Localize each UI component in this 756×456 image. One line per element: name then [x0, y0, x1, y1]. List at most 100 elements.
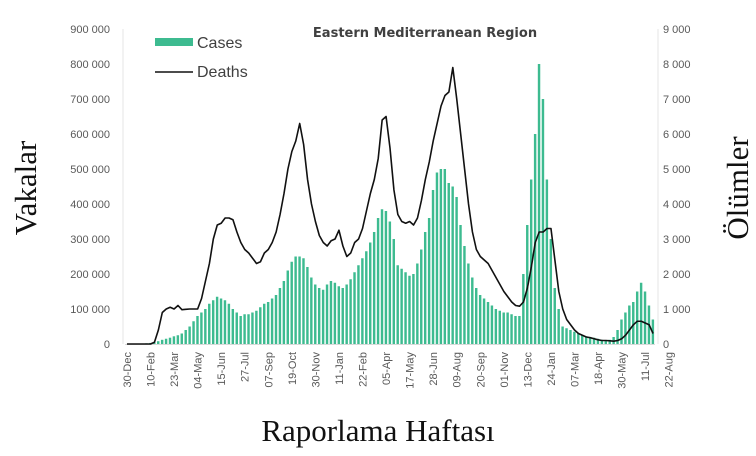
cases-bar: [510, 314, 513, 344]
cases-bar: [247, 314, 250, 344]
cases-bar: [427, 218, 431, 344]
cases-bar: [451, 186, 454, 344]
cases-bar: [255, 310, 258, 344]
cases-bar: [584, 336, 588, 344]
cases-bar: [192, 321, 195, 344]
x-tick-label: 15-Jun: [216, 352, 228, 386]
cases-bar: [416, 263, 419, 344]
cases-bar: [569, 330, 572, 344]
right-axis-ticks: 0 1 000 2 000 3 000 4 000 5 000 6 000 7 000 8 00…: [663, 24, 691, 351]
cases-bar: [604, 340, 607, 344]
cases-bar: [353, 272, 356, 344]
cases-bar: [317, 288, 321, 344]
cases-bar: [337, 286, 341, 344]
cases-bar: [314, 284, 317, 344]
cases-bar: [235, 312, 238, 344]
cases-bar: [494, 309, 498, 344]
legend-cases-swatch: [155, 38, 193, 46]
x-tick-label: 01-Nov: [499, 352, 511, 388]
cases-bar: [561, 326, 564, 344]
cases-bar: [404, 272, 407, 344]
y2-axis-title: Ölümler: [720, 136, 755, 240]
y2-tick-label: 2 000: [663, 269, 691, 281]
cases-bar: [372, 232, 376, 344]
cases-bar: [455, 197, 458, 344]
cases-bar: [459, 225, 462, 344]
cases-bar: [482, 298, 486, 344]
deaths-line: [126, 66, 654, 345]
x-tick-label: 20-Sep: [475, 352, 487, 387]
x-tick-label: 28-Jun: [428, 352, 440, 386]
cases-bar: [431, 190, 435, 344]
x-tick-label: 07-Mar: [570, 352, 582, 387]
cases-bar: [325, 284, 329, 344]
y-tick-label: 400 000: [70, 199, 110, 211]
cases-bar: [164, 338, 168, 344]
x-axis-title: Raporlama Haftası: [261, 413, 495, 448]
cases-bar: [306, 267, 309, 344]
cases-bar: [400, 268, 403, 344]
y2-tick-label: 7 000: [663, 94, 691, 106]
cases-bar: [475, 288, 478, 344]
cases-bar: [467, 263, 470, 344]
cases-bar: [408, 275, 411, 344]
cases-bar: [514, 316, 517, 344]
x-tick-label: 17-May: [405, 352, 417, 389]
cases-bar: [302, 258, 305, 344]
cases-bar: [553, 288, 556, 344]
cases-bar: [160, 339, 164, 344]
legend-deaths-label: Deaths: [197, 64, 248, 81]
cases-bar: [443, 169, 447, 344]
cases-bar: [321, 289, 325, 344]
y-axis-title: Vakalar: [8, 140, 43, 235]
cases-bar: [282, 281, 286, 344]
cases-bar: [310, 277, 313, 344]
y-tick-label: 0: [104, 339, 110, 351]
cases-bar: [392, 239, 395, 344]
y-tick-label: 200 000: [70, 269, 110, 281]
cases-bar: [643, 291, 647, 344]
y-tick-label: 700 000: [70, 94, 110, 106]
cases-bar: [266, 302, 270, 344]
cases-bar: [435, 172, 439, 344]
cases-bar: [620, 319, 623, 344]
y-tick-label: 500 000: [70, 164, 110, 176]
x-tick-label: 11-Jul: [640, 352, 652, 381]
cases-bar: [219, 298, 223, 344]
cases-bar: [490, 305, 494, 344]
x-axis-ticks: 30-Dec 10-Feb 23-Mar 04-May 15-Jun 27-Jul 07-S…: [122, 352, 676, 389]
cases-bar: [223, 300, 227, 344]
x-tick-label: 07-Sep: [263, 352, 275, 387]
cases-bar: [196, 316, 199, 344]
cases-bar: [471, 277, 474, 344]
cases-bar: [286, 270, 289, 344]
cases-bar: [529, 179, 533, 344]
x-tick-label: 23-Mar: [169, 352, 181, 387]
cases-bar: [533, 134, 537, 344]
cases-bar: [290, 261, 293, 344]
cases-bar: [498, 310, 501, 344]
cases-bar: [573, 331, 576, 344]
cases-bar: [549, 239, 553, 344]
y2-tick-label: 0: [663, 339, 669, 351]
cases-bar: [294, 256, 297, 344]
y2-tick-label: 8 000: [663, 59, 691, 71]
cases-bar: [176, 335, 180, 344]
cases-bar: [592, 337, 596, 344]
cases-bar: [639, 282, 643, 344]
x-tick-label: 09-Aug: [452, 352, 464, 387]
cases-bar: [369, 242, 372, 344]
x-tick-label: 24-Jan: [546, 352, 558, 386]
cases-bar: [172, 336, 176, 344]
legend-cases-label: Cases: [197, 35, 242, 52]
cases-bar: [243, 314, 246, 344]
cases-bar: [239, 316, 242, 344]
cases-bar: [357, 265, 360, 344]
cases-bar: [333, 282, 337, 344]
chart-title: Eastern Mediterranean Region: [313, 26, 537, 41]
cases-bar: [365, 251, 368, 344]
x-tick-label: 10-Feb: [146, 352, 158, 387]
x-tick-label: 30-May: [617, 352, 629, 389]
cases-bar: [384, 211, 388, 344]
